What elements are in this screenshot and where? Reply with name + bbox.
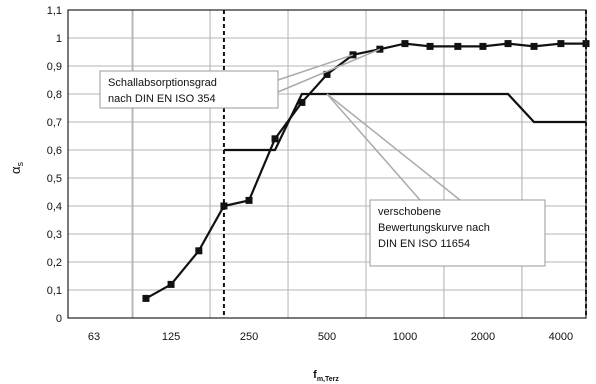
y-tick-labels: 0 0,1 0,2 0,3 0,4 0,5 0,6 0,7 0,8 0,9 1 1,1 [47,5,62,325]
y-tick-label: 0,8 [47,89,62,101]
data-point [504,40,512,48]
leader-line [326,93,421,201]
data-point [323,70,331,78]
x-axis-label-main: f [313,369,317,381]
data-point [245,196,253,204]
leader-line [326,93,461,201]
y-tick-label: 0,6 [47,145,62,157]
data-point [271,135,279,143]
annotation-reference-curve-text-line: Bewertungskurve nach [378,222,490,234]
y-tick-label: 1 [56,33,62,45]
data-point [142,294,150,302]
annotation-absorption-text-line: nach DIN EN ISO 354 [108,93,216,105]
y-tick-label: 0,5 [47,173,62,185]
x-tick-label: 2000 [471,331,495,343]
x-tick-label: 4000 [549,331,573,343]
annotation-absorption-text-line: Schallabsorptionsgrad [108,77,217,89]
data-point [426,42,434,50]
y-tick-label: 0,7 [47,117,62,129]
x-tick-label: 125 [162,331,180,343]
y-tick-label: 0,3 [47,229,62,241]
x-tick-label: 63 [88,331,100,343]
y-tick-label: 0,9 [47,61,62,73]
data-point [454,42,462,50]
y-tick-label: 0,4 [47,201,62,213]
x-tick-label: 250 [240,331,258,343]
series-group [142,40,590,302]
x-axis-label-sub: m,Terz [317,376,340,383]
data-point [401,40,409,48]
y-tick-label: 0 [56,313,62,325]
y-axis-label-sub: s [15,161,25,166]
plot-frame [68,10,586,318]
x-tick-label: 500 [318,331,336,343]
plot-border [67,9,587,319]
data-point [220,202,228,210]
annotations: Schallabsorptionsgrad nach DIN EN ISO 354… [99,48,546,267]
data-point [557,40,565,48]
series-reference-curve-line [223,92,586,152]
data-point [195,247,203,255]
leader-line [277,54,354,81]
data-point [298,98,306,106]
annotation-reference-curve-box [369,199,546,267]
annotation-reference-curve-text-line: verschobene [378,206,441,218]
y-tick-label: 0,1 [47,285,62,297]
data-point [167,280,175,288]
y-tick-label: 1,1 [47,5,62,17]
data-point [530,42,538,50]
x-tick-labels: 63 125 250 500 1000 2000 4000 [88,331,573,343]
y-axis-label: αs [8,161,25,174]
y-tick-label: 0,2 [47,257,62,269]
data-point [479,42,487,50]
annotation-absorption-box [99,70,279,109]
x-axis-label: fm,Terz [313,369,339,383]
leader-line [277,48,381,93]
series-absorption-line [145,42,586,300]
y-axis-label-main: α [8,166,23,174]
annotation-reference-curve-text-line: DIN EN ISO 11654 [378,238,470,250]
x-tick-label: 1000 [393,331,417,343]
